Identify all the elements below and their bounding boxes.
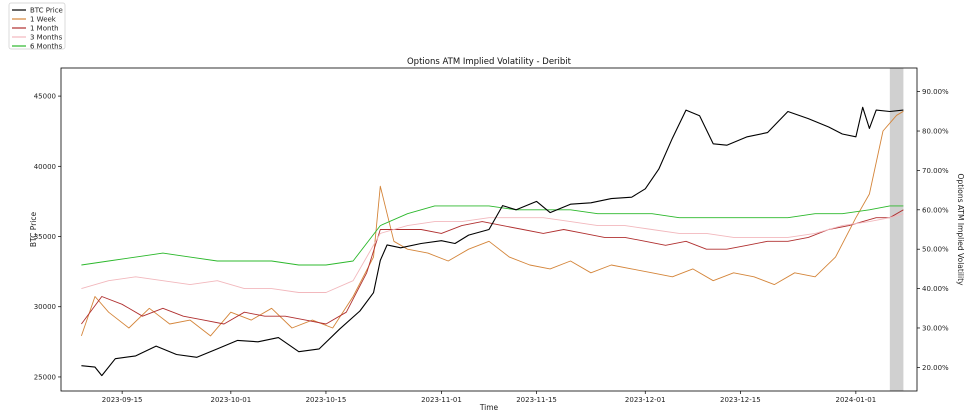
legend-entry: 3 Months — [30, 34, 63, 42]
y2-tick-label: 60.00% — [922, 206, 949, 214]
y-tick-label: 25000 — [34, 373, 56, 381]
x-tick-label: 2024-01-01 — [836, 396, 877, 404]
x-tick-label: 2023-11-15 — [516, 396, 557, 404]
x-tick-label: 2023-12-01 — [625, 396, 666, 404]
y-axis-right: 20.00% 30.00% 40.00% 50.00% 60.00% 70.00% 80.0… — [917, 88, 949, 372]
x-tick-label: 2023-10-01 — [210, 396, 251, 404]
x-tick-label: 2023-11-01 — [421, 396, 462, 404]
legend-entry: 1 Week — [30, 16, 57, 24]
y-axis-left: 25000 30000 35000 40000 45000 — [34, 93, 61, 381]
legend-entry: 1 Month — [30, 25, 59, 33]
series-line-6-months — [81, 205, 904, 266]
legend-entry: BTC Price — [30, 7, 63, 15]
y-tick-label: 30000 — [34, 303, 56, 311]
y2-tick-label: 70.00% — [922, 167, 949, 175]
x-tick-label: 2023-09-15 — [102, 396, 143, 404]
series-line-1-month — [81, 209, 904, 325]
y-tick-label: 40000 — [34, 163, 56, 171]
legend-entry: 6 Months — [30, 43, 63, 51]
y2-tick-label: 40.00% — [922, 285, 949, 293]
y2-tick-label: 30.00% — [922, 324, 949, 332]
series-line-btc-price — [81, 106, 904, 377]
series-line-3-months — [81, 213, 904, 293]
y2-tick-label: 90.00% — [922, 88, 949, 96]
plot-frame — [60, 67, 918, 392]
x-axis: 2023-09-15 2023-10-01 2023-10-15 2023-11-01… — [102, 391, 876, 404]
x-tick-label: 2023-10-15 — [306, 396, 347, 404]
chart-title: Options ATM Implied Volatility - Deribit — [407, 57, 572, 67]
y2-tick-label: 20.00% — [922, 364, 949, 372]
y-tick-label: 45000 — [34, 93, 56, 101]
x-tick-label: 2023-12-15 — [720, 396, 761, 404]
highlight-span — [889, 68, 904, 391]
plot-lines — [80, 106, 904, 377]
x-axis-title: Time — [479, 403, 499, 412]
y2-axis-title: Options ATM Implied Volatility — [956, 174, 965, 286]
y2-tick-label: 80.00% — [922, 128, 949, 136]
y-tick-label: 35000 — [34, 233, 56, 241]
series-line-1-week — [80, 110, 904, 337]
y-axis-title: BTC Price — [29, 212, 38, 248]
y2-tick-label: 50.00% — [922, 246, 949, 254]
